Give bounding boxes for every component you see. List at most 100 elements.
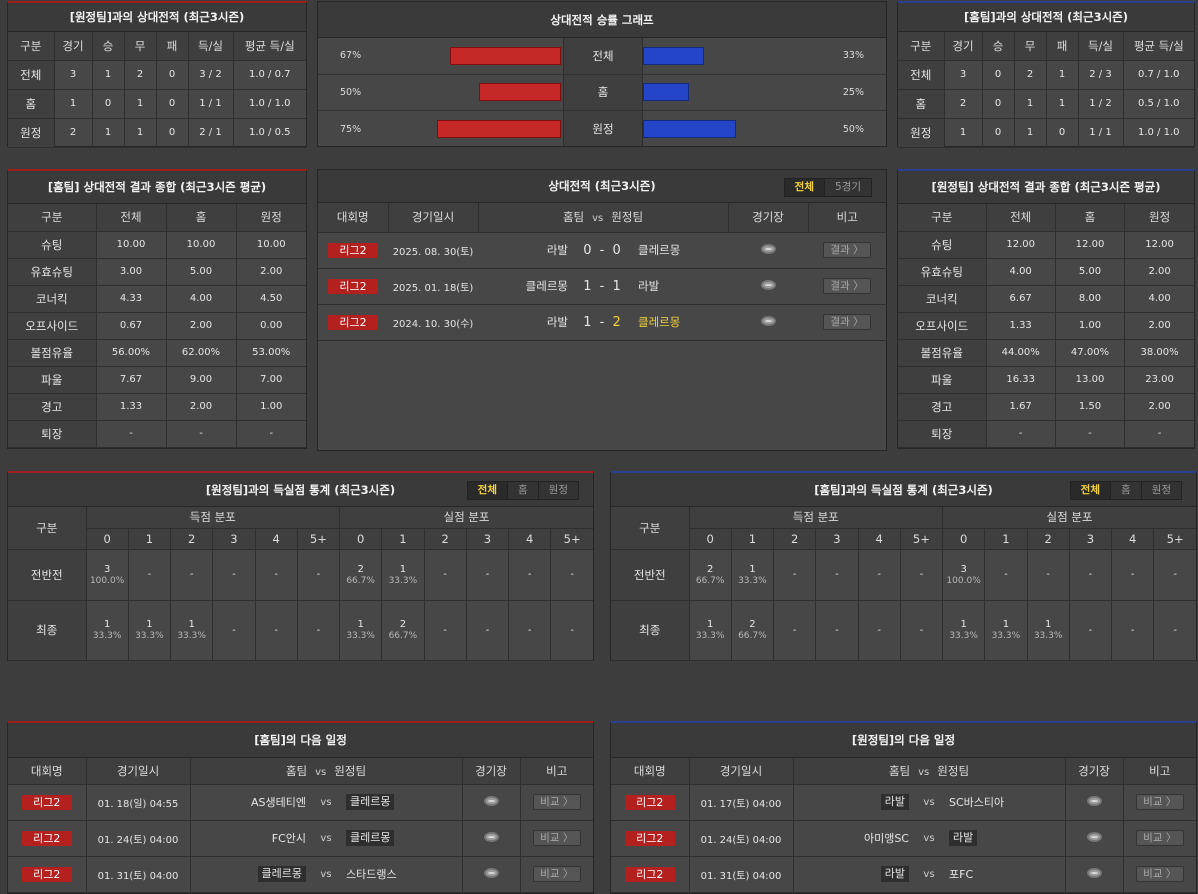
goal-count: - bbox=[316, 569, 321, 580]
home-h2h-panel: [홈팀]과의 상대전적 (최근3시즌) 구분 경기 승 무 패 득/실 평균 득/실 전체 3 0… bbox=[897, 1, 1195, 148]
column-header: 득/실 bbox=[188, 32, 234, 61]
away-team[interactable]: 라발 bbox=[638, 279, 660, 293]
table-row: 오프사이드 0.67 2.00 0.00 bbox=[8, 312, 306, 340]
goal-count-row: 0 1 2 3 4 5+ 0 1 2 3 4 5+ bbox=[8, 528, 593, 550]
cell-value: 4.00 bbox=[986, 258, 1056, 286]
goal-stats-left-panel: [원정팀]과의 득실점 통계 (최근3시즌) 전체 홈 원정 구분 득점 분포 실점 분… bbox=[7, 471, 594, 661]
result-button[interactable]: 결과 〉 bbox=[823, 314, 871, 330]
compare-button[interactable]: 비교 〉 bbox=[532, 866, 581, 882]
column-header: 무 bbox=[1014, 32, 1047, 61]
league-badge[interactable]: 리그2 bbox=[328, 314, 378, 330]
cell-value: 0 bbox=[156, 89, 189, 119]
col-note: 비고 bbox=[808, 203, 886, 233]
home-team[interactable]: AS생테티엔 bbox=[251, 796, 306, 809]
match-row: 리그2 2024. 10. 30(수) 라발 1 - 2 클레르몽 결과 〉 bbox=[318, 304, 886, 341]
away-team[interactable]: 스타드랭스 bbox=[346, 868, 397, 881]
home-team[interactable]: 라발 bbox=[794, 866, 909, 882]
goal-count: - bbox=[274, 569, 278, 580]
compare-button[interactable]: 비교 〉 bbox=[1135, 830, 1184, 846]
compare-button[interactable]: 비교 〉 bbox=[532, 830, 581, 846]
league-badge[interactable]: 리그2 bbox=[624, 794, 675, 810]
home-team[interactable]: 라발 bbox=[546, 315, 568, 329]
goal-count: - bbox=[835, 569, 839, 580]
toggle-2[interactable]: 원정 bbox=[538, 482, 578, 499]
goal-count: - bbox=[232, 624, 236, 636]
toggle-1[interactable]: 5경기 bbox=[824, 179, 871, 196]
league-badge[interactable]: 리그2 bbox=[624, 866, 675, 882]
league-badge[interactable]: 리그2 bbox=[328, 242, 378, 258]
home-team[interactable]: 클레르몽 bbox=[525, 279, 568, 293]
away-team[interactable]: 라발 bbox=[949, 830, 1064, 846]
away-team[interactable]: SC바스티아 bbox=[949, 796, 1005, 809]
col-note: 비고 bbox=[1123, 758, 1196, 785]
league-badge[interactable]: 리그2 bbox=[624, 830, 675, 846]
group-header-row: 구분 득점 분포 실점 분포 bbox=[8, 507, 593, 550]
col-teams: 홈팀 vs 원정팀 bbox=[478, 203, 729, 233]
home-team-box: 클레르몽 bbox=[257, 866, 306, 882]
goal-percent: 100.0% bbox=[946, 575, 981, 586]
goal-percent: 33.3% bbox=[177, 631, 206, 641]
goal-percent: 66.7% bbox=[346, 575, 375, 586]
compare-button[interactable]: 비교 〉 bbox=[1135, 794, 1184, 810]
cell-value: 16.33 bbox=[986, 366, 1056, 394]
away-team[interactable]: 클레르몽 bbox=[638, 315, 681, 329]
compare-button[interactable]: 비교 〉 bbox=[532, 794, 581, 810]
date-cell: 2025. 08. 30(토) bbox=[388, 232, 478, 269]
home-team[interactable]: 클레르몽 bbox=[191, 866, 306, 882]
cell-value: 2 / 1 bbox=[188, 118, 234, 148]
goal-count-header: 4 bbox=[858, 528, 901, 550]
away-team[interactable]: 클레르몽 bbox=[346, 830, 461, 846]
away-team[interactable]: 클레르몽 bbox=[638, 243, 681, 257]
date-cell: 01. 31(토) 04:00 bbox=[689, 856, 794, 893]
toggle-0[interactable]: 전체 bbox=[1070, 482, 1111, 499]
toggle-0[interactable]: 전체 bbox=[784, 179, 825, 196]
league-badge[interactable]: 리그2 bbox=[21, 794, 72, 810]
home-team-box: 라발 bbox=[880, 794, 909, 810]
goal-percent: 66.7% bbox=[388, 631, 418, 641]
cell-value: 6.67 bbox=[986, 285, 1056, 313]
compare-button[interactable]: 비교 〉 bbox=[1135, 866, 1184, 882]
vs-label: vs bbox=[923, 868, 935, 880]
goal-cell: 1 33.3% bbox=[86, 600, 129, 661]
graph-row: 50% 홈 25% bbox=[318, 75, 886, 111]
goal-count-header: 5+ bbox=[1153, 528, 1196, 550]
goal-percent: 33.3% bbox=[135, 631, 164, 641]
goal-cell: - bbox=[1069, 549, 1113, 601]
goal-cell: - bbox=[297, 549, 341, 601]
toggle-1[interactable]: 홈 bbox=[1111, 482, 1142, 499]
result-button[interactable]: 결과 〉 bbox=[823, 242, 871, 258]
stadium-cell bbox=[728, 268, 808, 305]
cell-value: 3.00 bbox=[96, 258, 167, 286]
home-team[interactable]: 라발 bbox=[794, 794, 909, 810]
cell-value: 7.67 bbox=[96, 366, 167, 394]
stadium-cell bbox=[462, 820, 521, 857]
goal-percent: 66.7% bbox=[738, 631, 767, 641]
toggle-2[interactable]: 원정 bbox=[1141, 482, 1181, 499]
league-badge[interactable]: 리그2 bbox=[21, 866, 72, 882]
goal-cell: - bbox=[297, 600, 341, 661]
row-label: 오프사이드 bbox=[898, 312, 987, 340]
away-team[interactable]: 포FC bbox=[949, 868, 974, 881]
away-team-box: 클레르몽 bbox=[346, 794, 395, 810]
toggle-1[interactable]: 홈 bbox=[508, 482, 539, 499]
goal-count: 2 bbox=[399, 619, 407, 630]
home-team[interactable]: FC안시 bbox=[271, 832, 306, 845]
home-team[interactable]: 라발 bbox=[546, 243, 568, 257]
toggle-0[interactable]: 전체 bbox=[467, 482, 508, 499]
league-cell: 리그2 bbox=[8, 820, 87, 857]
away-team[interactable]: 클레르몽 bbox=[346, 794, 461, 810]
league-cell: 리그2 bbox=[8, 784, 87, 821]
cell-value: - bbox=[986, 420, 1056, 448]
league-badge[interactable]: 리그2 bbox=[21, 830, 72, 846]
cell-value: 1.0 / 0.7 bbox=[233, 60, 306, 90]
result-button[interactable]: 결과 〉 bbox=[823, 278, 871, 294]
league-badge[interactable]: 리그2 bbox=[328, 278, 378, 294]
home-team[interactable]: 아미앵SC bbox=[863, 832, 909, 845]
goal-cell: - bbox=[128, 549, 172, 601]
goal-cell: 2 66.7% bbox=[339, 549, 383, 601]
cell-value: 62.00% bbox=[166, 339, 237, 367]
goal-count-header: 2 bbox=[773, 528, 817, 550]
col-vs: vs bbox=[592, 213, 604, 225]
header-row: 대회명 경기일시 홈팀 vs 원정팀 경기장 비고 bbox=[318, 203, 886, 233]
